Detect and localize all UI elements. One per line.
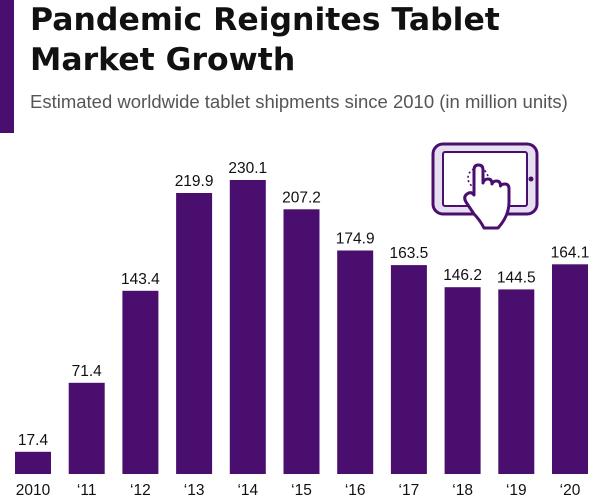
value-label-9: 144.5 bbox=[497, 269, 536, 286]
x-tick-label-1: ‘11 bbox=[77, 482, 97, 499]
chart-title: Pandemic Reignites Tablet Market Growth bbox=[30, 2, 500, 78]
x-tick-label-7: ‘17 bbox=[399, 482, 420, 499]
bar-5 bbox=[283, 209, 320, 475]
bar-10 bbox=[552, 264, 588, 474]
value-label-7: 163.5 bbox=[390, 245, 429, 262]
x-tick-label-10: ‘20 bbox=[560, 482, 581, 499]
value-label-10: 164.1 bbox=[551, 244, 590, 261]
x-tick-label-4: ‘14 bbox=[237, 482, 258, 499]
bar-2 bbox=[122, 290, 159, 474]
bar-4 bbox=[229, 180, 266, 474]
x-tick-label-8: ‘18 bbox=[452, 482, 473, 499]
bar-7 bbox=[390, 265, 427, 474]
bar-3 bbox=[176, 193, 213, 474]
chart-subtitle: Estimated worldwide tablet shipments sin… bbox=[30, 91, 568, 112]
bar-8 bbox=[444, 287, 481, 474]
x-tick-label-0: 2010 bbox=[16, 482, 51, 499]
x-tick-label-6: ‘16 bbox=[345, 482, 366, 499]
bar-6 bbox=[337, 250, 374, 474]
tablet-touch-icon bbox=[431, 142, 539, 230]
x-tick-label-9: ‘19 bbox=[506, 482, 527, 499]
x-tick-label-2: ‘12 bbox=[130, 482, 151, 499]
value-label-0: 17.4 bbox=[18, 432, 49, 449]
bar-0 bbox=[15, 451, 51, 474]
x-tick-label-3: ‘13 bbox=[184, 482, 205, 499]
value-label-5: 207.2 bbox=[282, 189, 321, 206]
value-label-1: 71.4 bbox=[72, 363, 103, 380]
value-label-3: 219.9 bbox=[175, 173, 214, 190]
value-label-2: 143.4 bbox=[121, 271, 160, 288]
bar-9 bbox=[498, 289, 535, 474]
accent-bar bbox=[0, 0, 14, 133]
value-label-6: 174.9 bbox=[336, 231, 375, 248]
bar-1 bbox=[68, 382, 105, 474]
value-label-4: 230.1 bbox=[228, 160, 267, 177]
x-tick-label-5: ‘15 bbox=[291, 482, 312, 499]
value-label-8: 146.2 bbox=[443, 267, 482, 284]
